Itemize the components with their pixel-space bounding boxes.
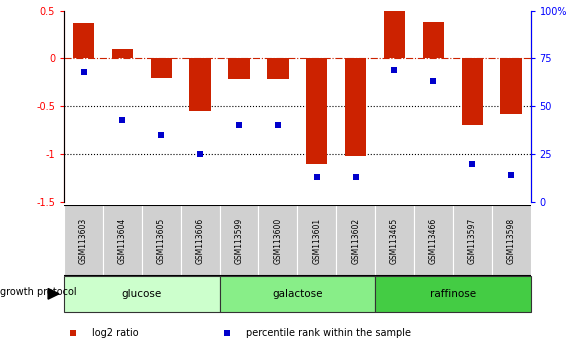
Text: glucose: glucose (122, 289, 162, 299)
Text: GSM113600: GSM113600 (273, 218, 282, 264)
Bar (297, 205, 336, 276)
Bar (64, 205, 103, 276)
Text: raffinose: raffinose (430, 289, 476, 299)
Bar (229, 58, 250, 79)
Point (79, 69, 88, 75)
Point (118, 117, 127, 122)
Point (429, 79, 438, 84)
Bar (181, 205, 220, 276)
Text: GSM113599: GSM113599 (234, 218, 244, 264)
Bar (384, 11, 405, 58)
Text: GSM113466: GSM113466 (429, 218, 438, 264)
Bar (64, 276, 220, 312)
Bar (423, 22, 444, 58)
Bar (150, 58, 172, 78)
Text: GSM113603: GSM113603 (79, 218, 88, 264)
Bar (414, 205, 453, 276)
Text: GSM113598: GSM113598 (507, 218, 515, 264)
Bar (258, 205, 297, 276)
Point (468, 161, 477, 166)
Bar (189, 58, 211, 111)
Bar (336, 205, 375, 276)
Text: percentile rank within the sample: percentile rank within the sample (246, 328, 411, 338)
Bar (453, 205, 491, 276)
Bar (491, 205, 531, 276)
Text: GSM113597: GSM113597 (468, 218, 477, 264)
Point (223, 330, 232, 336)
Bar (267, 58, 289, 79)
Text: growth protocol: growth protocol (0, 287, 76, 297)
Bar (462, 58, 483, 125)
Point (69, 330, 78, 336)
Bar (220, 276, 375, 312)
Text: log2 ratio: log2 ratio (92, 328, 139, 338)
Point (234, 122, 244, 128)
Text: GSM113602: GSM113602 (351, 218, 360, 264)
Point (507, 172, 516, 178)
Bar (500, 58, 522, 114)
Point (390, 67, 399, 73)
Bar (112, 49, 133, 58)
Text: GSM113465: GSM113465 (390, 218, 399, 264)
Point (312, 174, 321, 180)
Text: GSM113601: GSM113601 (312, 218, 321, 264)
Text: galactose: galactose (272, 289, 322, 299)
Bar (103, 205, 142, 276)
Bar (345, 58, 366, 156)
Point (157, 132, 166, 138)
Point (195, 151, 205, 157)
Point (351, 174, 360, 180)
Bar (375, 276, 531, 312)
Bar (375, 205, 414, 276)
Bar (73, 23, 94, 58)
Text: GSM113606: GSM113606 (196, 218, 205, 264)
Bar (142, 205, 181, 276)
Text: GSM113604: GSM113604 (118, 218, 127, 264)
Text: GSM113605: GSM113605 (157, 218, 166, 264)
Polygon shape (48, 289, 59, 299)
Bar (220, 205, 258, 276)
Point (273, 122, 283, 128)
Bar (306, 58, 328, 164)
